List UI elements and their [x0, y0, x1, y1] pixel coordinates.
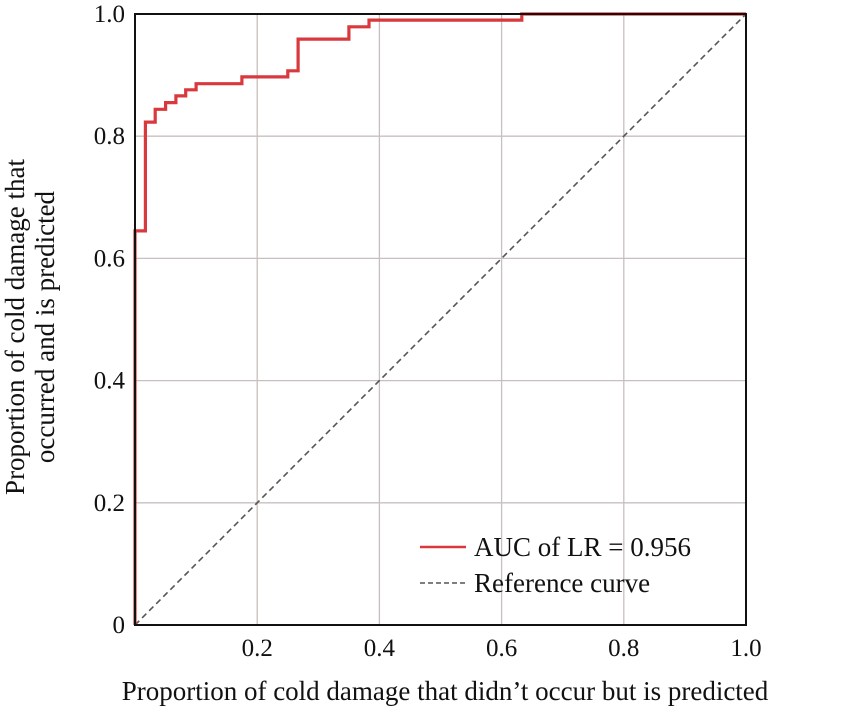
series-layer	[133, 12, 747, 626]
plot-frame	[134, 13, 747, 626]
legend-label-reference: Reference curve	[474, 568, 650, 598]
y-tick-label: 0.8	[94, 123, 125, 150]
y-tick-label: 0.2	[94, 490, 125, 517]
roc-curve-line	[133, 12, 746, 625]
reference-curve-line	[134, 13, 747, 626]
legend: AUC of LR = 0.956 Reference curve	[420, 532, 691, 598]
x-tick-label: 0.8	[608, 635, 639, 662]
legend-label-roc: AUC of LR = 0.956	[474, 532, 691, 562]
x-tick-label: 0.2	[242, 635, 273, 662]
grid-lines	[135, 14, 746, 625]
y-tick-label: 1.0	[94, 1, 125, 28]
y-tick-label: 0.6	[94, 245, 125, 272]
x-tick-label: 0.6	[486, 635, 517, 662]
x-tick-label: 1.0	[730, 635, 761, 662]
y-tick-label: 0.4	[94, 368, 126, 395]
y-axis-label-line-2: occurred and is predicted	[30, 190, 60, 463]
y-axis-label: Proportion of cold damage that occurred …	[0, 159, 60, 495]
x-tick-label: 0.4	[364, 635, 396, 662]
y-axis-ticks: 0 0.2 0.4 0.6 0.8 1.0	[94, 1, 126, 639]
x-axis-label: Proportion of cold damage that didn’t oc…	[122, 676, 769, 706]
y-axis-label-line-1: Proportion of cold damage that	[0, 159, 30, 495]
x-axis-ticks: 0.2 0.4 0.6 0.8 1.0	[242, 635, 762, 662]
y-tick-label: 0	[113, 612, 126, 639]
